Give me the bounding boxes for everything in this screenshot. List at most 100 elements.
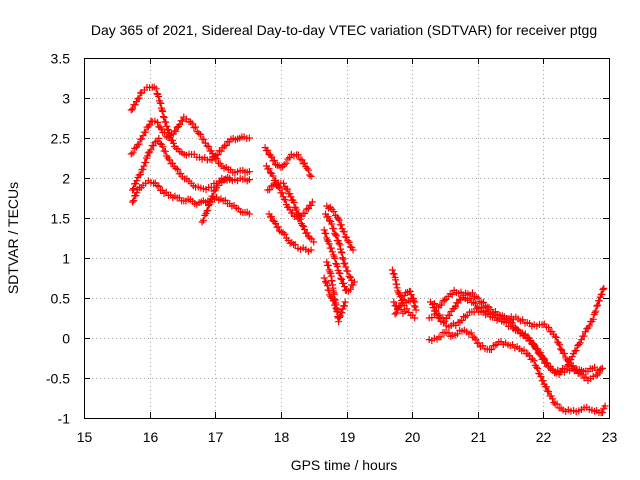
data-point: [160, 113, 168, 121]
data-point: [283, 185, 291, 193]
y-tick-label: -0.5: [46, 371, 70, 387]
data-point: [325, 286, 333, 294]
data-point: [155, 182, 163, 190]
data-point: [524, 334, 532, 342]
data-point: [129, 149, 137, 157]
y-tick-label: 2: [62, 171, 70, 187]
data-point: [177, 170, 185, 178]
data-point: [560, 350, 568, 358]
data-point: [534, 364, 542, 372]
data-point: [458, 316, 466, 324]
data-point: [159, 108, 167, 116]
data-point: [131, 101, 139, 109]
data-point: [294, 211, 302, 219]
data-point: [322, 230, 330, 238]
data-point: [306, 171, 314, 179]
grid-layer: [84, 58, 609, 418]
data-point: [222, 141, 230, 149]
data-point: [281, 196, 289, 204]
data-point: [591, 309, 599, 317]
data-point: [388, 266, 396, 274]
data-point: [429, 304, 437, 312]
series-track-c5: [320, 274, 341, 314]
data-point: [593, 302, 601, 310]
data-point: [337, 221, 345, 229]
y-tick-label: 0.5: [51, 291, 71, 307]
data-point: [330, 253, 338, 261]
x-axis-label: GPS time / hours: [291, 457, 398, 473]
data-point: [330, 225, 338, 233]
data-point: [188, 120, 196, 128]
data-point: [597, 365, 605, 373]
data-point: [472, 335, 480, 343]
data-point: [289, 209, 297, 217]
data-point: [156, 123, 164, 131]
data-point: [205, 201, 213, 209]
data-point: [346, 285, 354, 293]
data-point: [469, 289, 476, 297]
data-points: [127, 83, 609, 417]
data-point: [301, 159, 308, 167]
data-point: [336, 313, 343, 321]
data-point: [508, 319, 516, 327]
data-point: [163, 122, 171, 130]
data-point: [203, 142, 211, 150]
data-point: [598, 290, 606, 298]
data-point: [138, 135, 146, 143]
data-point: [322, 278, 329, 286]
data-point: [340, 280, 348, 288]
data-point: [514, 326, 522, 334]
data-point: [245, 168, 253, 176]
data-point: [556, 341, 564, 349]
data-point: [394, 304, 402, 312]
data-point: [139, 132, 147, 140]
series-track-a2: [127, 113, 253, 177]
data-point: [434, 313, 442, 321]
series-track-a5: [198, 174, 234, 226]
x-tick-label: 19: [340, 429, 356, 445]
data-point: [214, 151, 222, 159]
data-point: [192, 123, 200, 131]
data-point: [341, 283, 349, 291]
data-point: [282, 159, 290, 167]
data-point: [301, 209, 309, 217]
data-point: [441, 296, 449, 304]
data-point: [150, 142, 158, 150]
data-point: [338, 275, 346, 283]
data-point: [451, 303, 459, 311]
data-point: [195, 129, 203, 137]
data-point: [323, 258, 331, 266]
data-point: [153, 90, 161, 98]
data-point: [324, 213, 332, 221]
series-track-c1: [323, 202, 357, 254]
data-point: [323, 236, 331, 244]
data-point: [134, 95, 142, 103]
data-point: [155, 93, 163, 101]
data-point: [599, 286, 607, 294]
data-point: [130, 185, 138, 193]
data-point: [328, 220, 336, 228]
data-point: [406, 288, 414, 296]
data-point: [390, 298, 398, 306]
data-point: [129, 198, 137, 206]
data-point: [558, 346, 566, 354]
data-point: [169, 159, 177, 167]
data-point: [437, 333, 445, 341]
data-point: [338, 309, 346, 317]
data-point: [337, 248, 345, 256]
data-point: [172, 127, 180, 135]
data-point: [537, 349, 545, 357]
data-point: [594, 301, 602, 309]
data-point: [226, 176, 234, 184]
data-point: [576, 339, 584, 347]
data-point: [308, 198, 316, 206]
data-point: [334, 215, 342, 223]
data-point: [323, 282, 331, 290]
data-point: [320, 226, 328, 234]
y-tick-label: -1: [58, 411, 71, 427]
data-point: [585, 322, 593, 330]
x-tick-label: 22: [536, 429, 552, 445]
x-tick-label: 23: [602, 429, 618, 445]
data-point: [133, 189, 141, 197]
data-point: [337, 274, 345, 282]
